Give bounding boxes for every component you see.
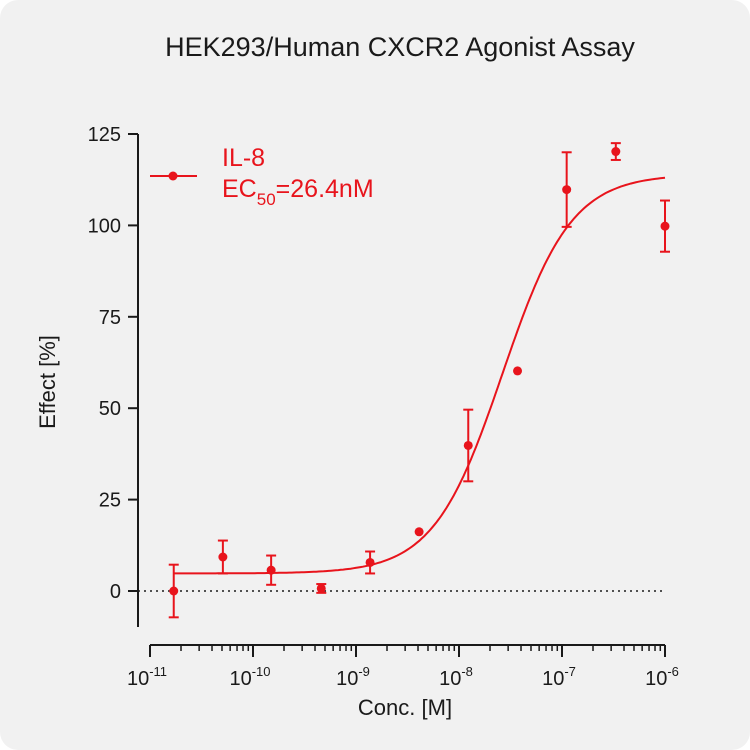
x-tick-exponent: -9 <box>358 664 370 679</box>
x-tick-label: 10-10 <box>229 664 270 690</box>
x-tick-label: 10-8 <box>439 664 473 690</box>
data-point-group <box>217 539 228 575</box>
x-tick-exponent: -8 <box>461 664 473 679</box>
y-tick-label: 100 <box>88 215 121 237</box>
data-points <box>168 142 670 619</box>
data-point <box>218 552 228 562</box>
data-point-group <box>168 563 179 619</box>
data-point-group <box>561 151 572 228</box>
x-tick-base: 10 <box>542 668 564 690</box>
data-point <box>169 586 179 596</box>
data-point <box>463 440 473 450</box>
x-axis: 10-11 10-10 10-9 10-8 10-7 10-6 <box>127 644 679 690</box>
data-point-group <box>316 583 327 594</box>
legend-ec50-prefix: EC <box>222 175 257 203</box>
legend-ec50-sub: 50 <box>257 190 276 209</box>
data-point <box>513 366 523 376</box>
x-axis-label: Conc. [M] <box>358 695 452 720</box>
data-point <box>316 583 326 593</box>
x-tick-label: 10-7 <box>542 664 576 690</box>
x-tick-exponent: -10 <box>252 664 271 679</box>
y-tick-label: 50 <box>99 398 121 420</box>
x-tick-exponent: -7 <box>564 664 576 679</box>
chart-title: HEK293/Human CXCR2 Agonist Assay <box>165 32 635 62</box>
data-point-group <box>513 366 523 376</box>
x-tick-base: 10 <box>127 668 149 690</box>
data-point <box>611 147 621 157</box>
legend-ec50: EC50=26.4nM <box>222 175 374 209</box>
data-point <box>414 527 424 537</box>
data-point-group <box>414 527 424 537</box>
y-axis: 0 25 50 75 100 125 <box>88 124 139 627</box>
x-tick-label: 10-11 <box>127 664 167 690</box>
x-tick-base: 10 <box>336 668 358 690</box>
fit-curve <box>173 176 666 575</box>
y-axis-label: Effect [%] <box>35 335 60 429</box>
legend-ec50-value: =26.4nM <box>276 175 374 203</box>
fit-curve-path <box>173 176 666 575</box>
legend-series-name: IL-8 <box>222 144 265 172</box>
x-tick-label: 10-6 <box>645 664 679 690</box>
x-tick-base: 10 <box>439 668 461 690</box>
y-tick-label: 125 <box>88 124 121 146</box>
data-point <box>660 221 670 231</box>
data-point-group <box>463 408 474 483</box>
data-point-group <box>266 554 277 586</box>
legend-marker <box>168 171 178 181</box>
x-tick-base: 10 <box>645 668 667 690</box>
data-point-group <box>610 142 621 161</box>
y-tick-label: 25 <box>99 490 121 512</box>
x-tick-exponent: -6 <box>667 664 679 679</box>
y-tick-label: 75 <box>99 307 121 329</box>
x-tick-label: 10-9 <box>336 664 370 690</box>
data-point <box>266 565 276 575</box>
y-tick-label: 0 <box>110 581 121 603</box>
data-point <box>562 185 572 195</box>
legend: IL-8 EC50=26.4nM <box>150 144 374 209</box>
x-tick-exponent: -11 <box>149 664 167 679</box>
data-point-group <box>660 199 670 253</box>
data-point <box>365 557 375 567</box>
data-point-group <box>365 550 376 575</box>
x-tick-base: 10 <box>229 668 251 690</box>
